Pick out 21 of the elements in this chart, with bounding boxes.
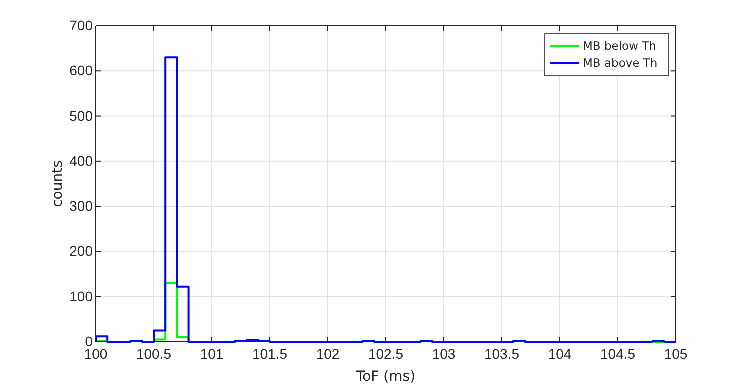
legend-label: MB below Th — [583, 39, 656, 53]
x-tick-label: 102 — [316, 346, 340, 362]
x-axis-title: ToF (ms) — [355, 369, 416, 385]
y-tick-label: 400 — [70, 152, 94, 169]
y-tick-label: 100 — [70, 288, 94, 304]
y-tick-label: 200 — [70, 243, 94, 260]
x-tick-label: 101.5 — [252, 346, 288, 362]
x-tick-label: 100.5 — [136, 346, 172, 362]
x-tick-label: 104.5 — [600, 346, 636, 362]
x-tick-label: 103 — [432, 346, 456, 362]
x-tick-label: 103.5 — [484, 346, 520, 362]
x-tick-label: 105 — [664, 346, 688, 362]
y-tick-label: 600 — [70, 62, 94, 79]
y-tick-label: 500 — [70, 108, 94, 124]
y-axis-title: counts — [50, 160, 66, 208]
y-tick-label: 700 — [70, 17, 94, 34]
legend-label: MB above Th — [583, 56, 658, 70]
x-tick-label: 101 — [200, 346, 224, 362]
y-tick-label: 300 — [70, 198, 94, 214]
x-tick-label: 104 — [548, 346, 572, 362]
x-tick-label: 102.5 — [368, 346, 404, 362]
